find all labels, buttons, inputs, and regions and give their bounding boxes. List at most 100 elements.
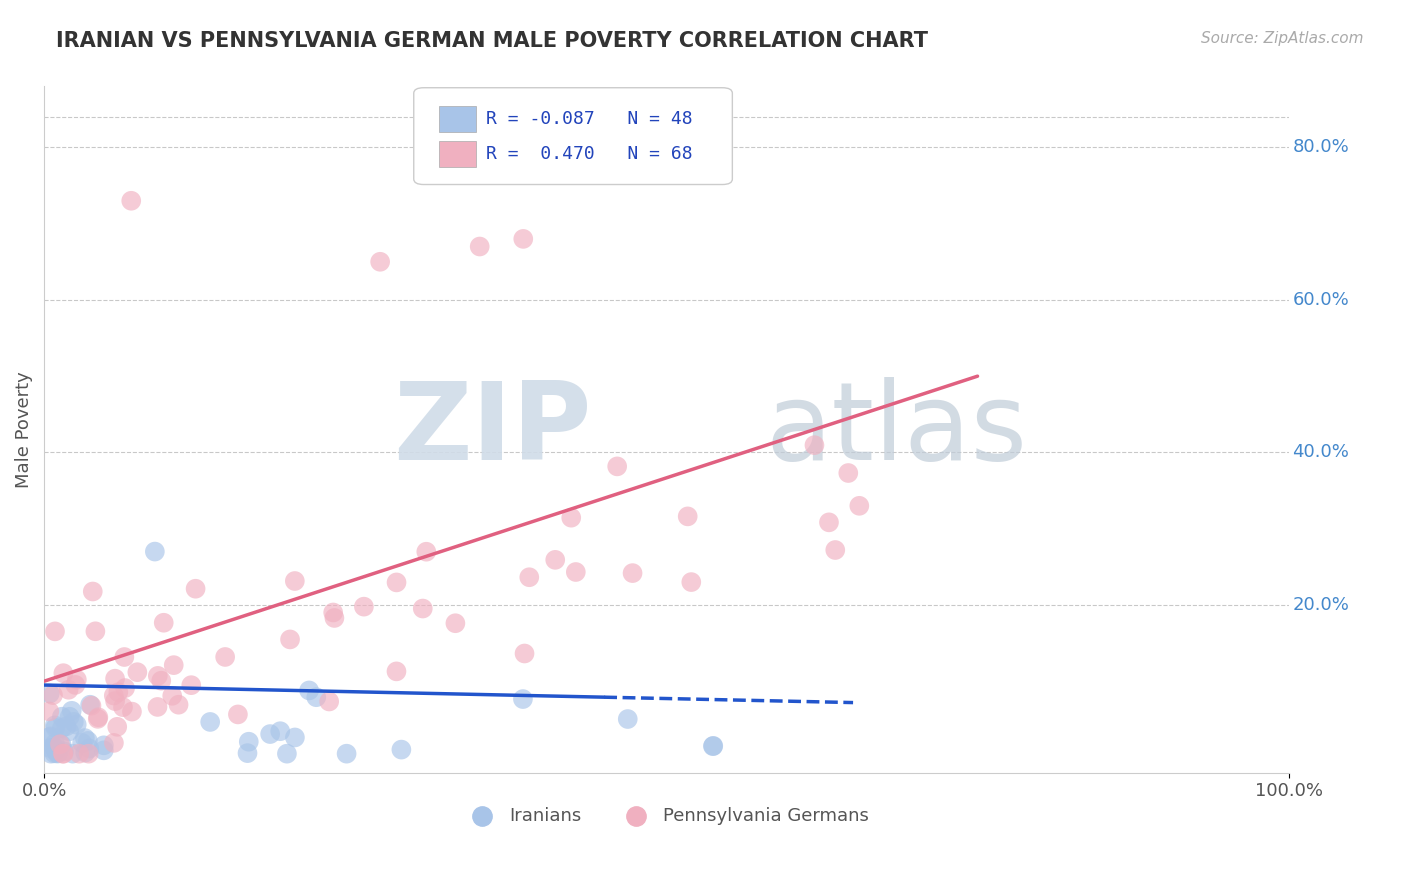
Point bbox=[44, 736, 66, 750]
Point bbox=[93, 739, 115, 753]
Point bbox=[226, 707, 249, 722]
Point bbox=[107, 685, 129, 699]
Point bbox=[105, 720, 128, 734]
Point bbox=[276, 747, 298, 761]
FancyBboxPatch shape bbox=[439, 106, 477, 132]
Point bbox=[58, 724, 80, 739]
Point bbox=[180, 678, 202, 692]
Point bbox=[127, 665, 149, 680]
Point bbox=[44, 718, 66, 732]
Point bbox=[184, 582, 207, 596]
Point bbox=[70, 736, 93, 750]
Point bbox=[112, 650, 135, 665]
Point bbox=[42, 688, 65, 702]
Point bbox=[39, 730, 62, 744]
Point bbox=[55, 719, 77, 733]
Point bbox=[77, 734, 100, 748]
Point bbox=[77, 747, 100, 761]
Point bbox=[51, 709, 73, 723]
Point bbox=[152, 615, 174, 630]
Point bbox=[444, 616, 467, 631]
Point bbox=[269, 724, 291, 739]
Point bbox=[298, 683, 321, 698]
Point bbox=[44, 747, 66, 761]
Point bbox=[44, 624, 66, 639]
Point bbox=[513, 647, 536, 661]
Point bbox=[79, 741, 101, 756]
Point bbox=[38, 705, 60, 719]
Text: R = -0.087   N = 48: R = -0.087 N = 48 bbox=[486, 111, 693, 128]
Text: 60.0%: 60.0% bbox=[1292, 291, 1350, 309]
Point bbox=[62, 714, 84, 729]
Point bbox=[52, 666, 75, 681]
Point bbox=[46, 747, 69, 761]
Point bbox=[49, 737, 72, 751]
Point bbox=[103, 689, 125, 703]
Point bbox=[146, 669, 169, 683]
Point bbox=[111, 700, 134, 714]
Point bbox=[66, 673, 89, 687]
Point bbox=[621, 566, 644, 581]
Point bbox=[214, 650, 236, 665]
Point bbox=[163, 658, 186, 673]
Point bbox=[560, 510, 582, 524]
Point bbox=[512, 232, 534, 246]
Text: 80.0%: 80.0% bbox=[1292, 138, 1350, 156]
Point bbox=[284, 731, 307, 745]
Point bbox=[38, 686, 60, 700]
Point bbox=[565, 565, 588, 579]
Point bbox=[468, 239, 491, 253]
Point bbox=[389, 742, 412, 756]
Point bbox=[103, 736, 125, 750]
Point bbox=[818, 516, 841, 530]
FancyBboxPatch shape bbox=[439, 141, 477, 167]
Point bbox=[87, 710, 110, 724]
Text: ZIP: ZIP bbox=[394, 376, 592, 483]
Text: IRANIAN VS PENNSYLVANIA GERMAN MALE POVERTY CORRELATION CHART: IRANIAN VS PENNSYLVANIA GERMAN MALE POVE… bbox=[56, 31, 928, 51]
Point bbox=[616, 712, 638, 726]
Point bbox=[143, 544, 166, 558]
Point bbox=[38, 731, 60, 745]
Point bbox=[681, 575, 703, 590]
Point bbox=[305, 690, 328, 705]
Point bbox=[52, 747, 75, 761]
Point bbox=[837, 466, 859, 480]
Point bbox=[702, 739, 724, 753]
Point bbox=[44, 740, 66, 755]
Point bbox=[198, 714, 221, 729]
Point bbox=[39, 747, 62, 761]
Point bbox=[146, 700, 169, 714]
Point bbox=[167, 698, 190, 712]
Point bbox=[80, 698, 103, 713]
Point bbox=[848, 499, 870, 513]
Legend: Iranians, Pennsylvania Germans: Iranians, Pennsylvania Germans bbox=[457, 800, 876, 832]
Point bbox=[46, 746, 69, 760]
Point bbox=[385, 575, 408, 590]
Point bbox=[278, 632, 301, 647]
Point bbox=[73, 731, 96, 745]
Point bbox=[236, 746, 259, 760]
Text: atlas: atlas bbox=[766, 376, 1028, 483]
Point bbox=[160, 689, 183, 703]
Point bbox=[606, 459, 628, 474]
Point bbox=[676, 509, 699, 524]
Point bbox=[84, 624, 107, 639]
Point bbox=[318, 694, 340, 708]
Point bbox=[368, 254, 391, 268]
Point bbox=[150, 673, 173, 688]
Text: R =  0.470   N = 68: R = 0.470 N = 68 bbox=[486, 145, 693, 162]
Point bbox=[65, 678, 87, 692]
Point bbox=[104, 694, 127, 708]
Point bbox=[415, 545, 437, 559]
Point bbox=[104, 672, 127, 686]
Point bbox=[45, 743, 67, 757]
Point bbox=[87, 712, 110, 726]
Point bbox=[75, 746, 97, 760]
Point bbox=[67, 747, 90, 761]
Point bbox=[336, 747, 359, 761]
Point bbox=[44, 721, 66, 735]
Point bbox=[121, 705, 143, 719]
Point bbox=[62, 747, 84, 761]
Point bbox=[803, 438, 825, 452]
Point bbox=[59, 710, 82, 724]
